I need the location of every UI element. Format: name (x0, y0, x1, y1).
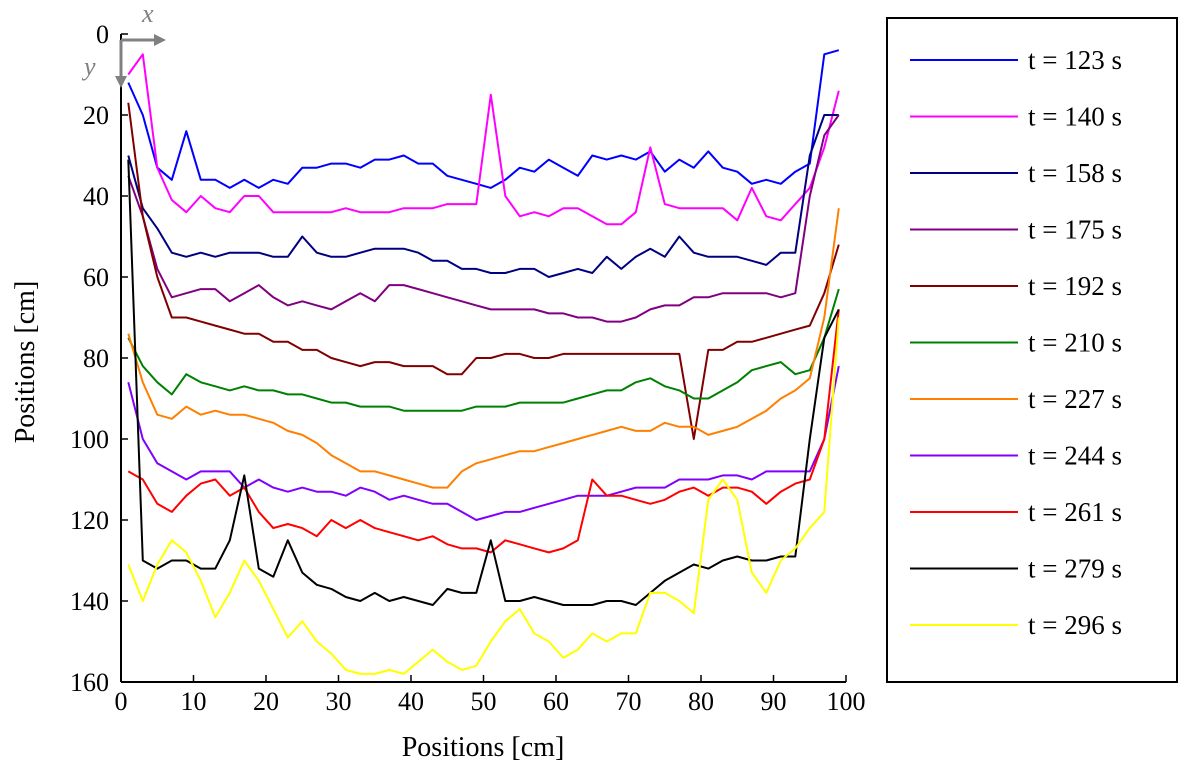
legend-label: t = 227 s (1028, 384, 1122, 414)
x-axis-label: Positions [cm] (402, 732, 565, 763)
legend-entry: t = 123 s (910, 45, 1122, 75)
series-line-1 (127, 49, 840, 189)
ticks-layer: 0 10 20 30 40 50 60 70 80 90 100 0 20 40 60 80 100 120 140… (70, 20, 866, 716)
x-tick-label: 30 (326, 687, 352, 716)
x-arrow-head (154, 34, 166, 46)
x-tick-label: 80 (688, 687, 714, 716)
x-arrow-label: x (141, 0, 154, 28)
y-tick-label: 20 (83, 101, 109, 130)
legend-label: t = 261 s (1028, 497, 1122, 527)
legend: t = 123 s t = 140 s t = 158 s t = 175 s t = … (886, 17, 1178, 683)
y-tick-label: 160 (70, 668, 109, 697)
legend-entry: t = 140 s (910, 102, 1122, 132)
x-tick-label: 90 (761, 687, 787, 716)
legend-label: t = 192 s (1028, 271, 1122, 301)
y-tick-label: 100 (70, 425, 109, 454)
series-line-6 (127, 288, 840, 412)
legend-label: t = 158 s (1028, 158, 1122, 188)
legend-label: t = 296 s (1028, 610, 1122, 640)
series-line-10 (127, 159, 840, 606)
y-tick-label: 60 (83, 263, 109, 292)
x-tick-label: 50 (471, 687, 497, 716)
y-tick-label: 40 (83, 182, 109, 211)
x-tick-label: 20 (253, 687, 279, 716)
legend-label: t = 175 s (1028, 215, 1122, 245)
legend-entry: t = 158 s (910, 158, 1122, 188)
series-line-4 (127, 114, 840, 323)
x-tick-label: 40 (398, 687, 424, 716)
legend-entry: t = 296 s (910, 610, 1122, 640)
series-line-3 (127, 114, 839, 278)
y-tick-label: 80 (83, 344, 109, 373)
x-tick-label: 60 (543, 687, 569, 716)
legend-box (886, 17, 1178, 683)
legend-label: t = 123 s (1028, 45, 1122, 75)
legend-entry: t = 244 s (910, 441, 1122, 471)
y-tick-label: 120 (70, 506, 109, 535)
legend-entry: t = 210 s (910, 328, 1122, 358)
y-tick-label: 0 (96, 20, 109, 49)
legend-label: t = 279 s (1028, 554, 1122, 584)
legend-entry: t = 261 s (910, 497, 1122, 527)
legend-entry: t = 175 s (910, 215, 1122, 245)
series-line-5 (127, 102, 840, 440)
y-arrow-head (115, 76, 127, 88)
series-line-7 (127, 208, 840, 489)
x-tick-label: 10 (181, 687, 207, 716)
axis-direction-arrows: x y (81, 0, 166, 88)
series-line-2 (127, 53, 840, 226)
x-tick-label: 0 (115, 687, 128, 716)
x-tick-label: 70 (616, 687, 642, 716)
y-arrow-label: y (81, 52, 96, 81)
legend-label: t = 140 s (1028, 102, 1122, 132)
legend-label: t = 210 s (1028, 328, 1122, 358)
legend-entry: t = 279 s (910, 554, 1122, 584)
y-axis-label: Positions [cm] (10, 281, 41, 444)
legend-entry: t = 227 s (910, 384, 1122, 414)
y-tick-label: 140 (70, 587, 109, 616)
series-layer (127, 49, 840, 675)
legend-label: t = 244 s (1028, 441, 1122, 471)
series-line-11 (127, 317, 840, 675)
x-tick-label: 100 (827, 687, 866, 716)
legend-entry: t = 192 s (910, 271, 1122, 301)
